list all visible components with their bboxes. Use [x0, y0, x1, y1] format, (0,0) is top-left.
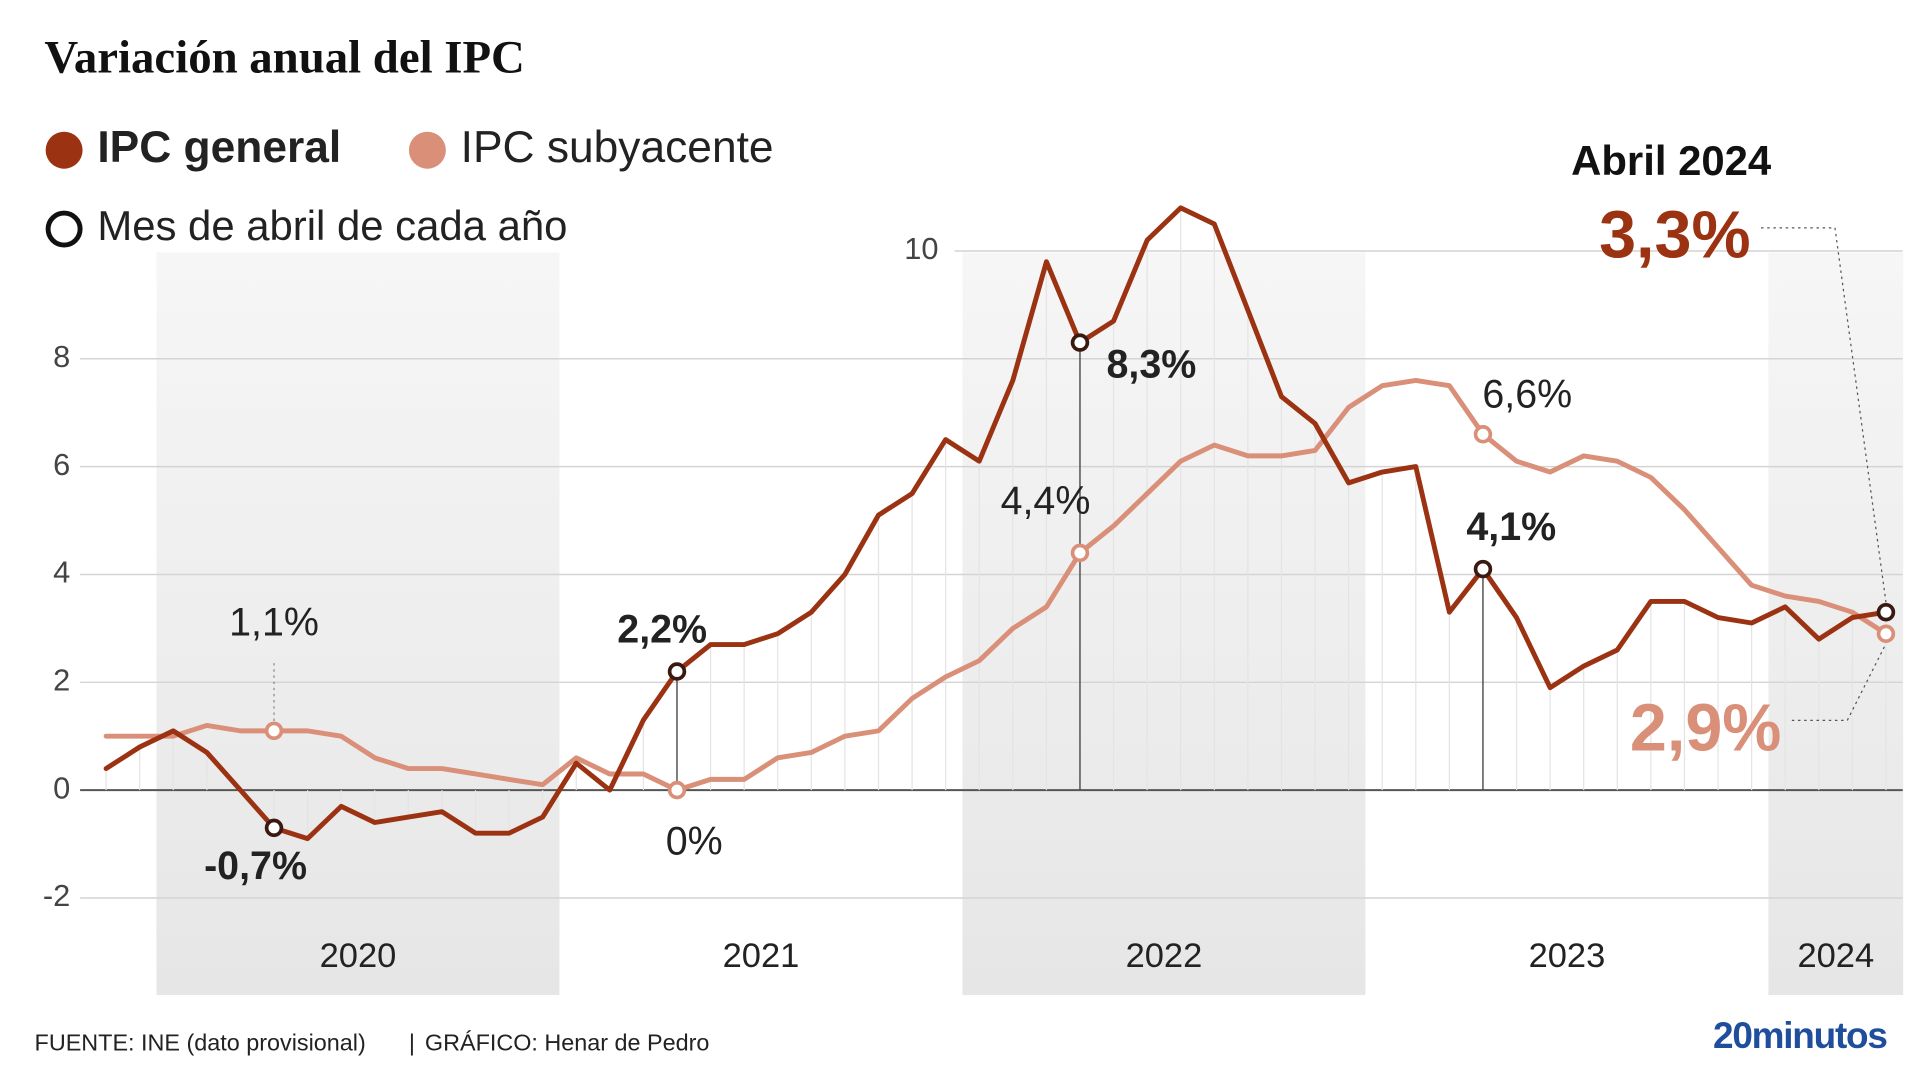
year-label: 2021	[723, 937, 800, 975]
april-marker	[1070, 333, 1090, 352]
highlight-label: 3,3%	[1599, 199, 1751, 273]
legend-label: IPC general	[97, 123, 341, 172]
y-tick-label: 10	[904, 231, 938, 266]
y-tick-label: 0	[53, 770, 70, 805]
value-label: 1,1%	[229, 600, 319, 644]
separator: |	[409, 1029, 415, 1055]
legend-marker	[45, 210, 83, 248]
april-marker	[667, 662, 687, 681]
highlight-leader	[1791, 643, 1887, 722]
y-tick-label: -2	[43, 878, 70, 913]
year-band	[962, 252, 1366, 996]
year-label: 2022	[1126, 937, 1203, 975]
series-line	[103, 377, 1889, 793]
legend-label: IPC subyacente	[461, 123, 774, 172]
value-label: 8,3%	[1107, 343, 1197, 387]
y-tick-label: 6	[53, 447, 70, 482]
annotation: Abril 2024	[1571, 137, 1772, 184]
series-line	[103, 205, 1889, 842]
year-band	[156, 252, 560, 996]
value-label: 4,1%	[1466, 505, 1556, 549]
y-tick-label: 4	[53, 555, 70, 590]
april-marker	[1473, 559, 1493, 579]
value-label: 6,6%	[1482, 373, 1572, 417]
legend-label: Mes de abril de cada año	[97, 202, 567, 249]
april-marker	[1876, 602, 1896, 622]
y-tick-label: 8	[53, 339, 70, 374]
value-label: 2,2%	[617, 608, 707, 652]
year-label: 2023	[1529, 937, 1606, 975]
highlight-leader	[1761, 227, 1887, 603]
april-marker	[1070, 543, 1090, 563]
value-label: -0,7%	[204, 844, 307, 888]
legend-swatch	[408, 131, 446, 169]
april-marker	[667, 780, 687, 800]
april-marker	[1876, 624, 1896, 644]
value-label: 4,4%	[1001, 479, 1091, 523]
april-marker	[264, 721, 284, 741]
year-label: 2024	[1797, 937, 1874, 975]
source: FUENTE: INE (dato provisional)	[35, 1029, 366, 1055]
year-label: 2020	[320, 937, 397, 975]
year-band	[1768, 252, 1904, 996]
credit: GRÁFICO: Henar de Pedro	[425, 1029, 710, 1055]
legend-swatch	[45, 131, 83, 169]
april-marker	[264, 818, 284, 838]
chart-title: Variación anual del IPC	[44, 31, 524, 83]
value-label: 0%	[666, 820, 723, 864]
april-marker	[1473, 425, 1493, 444]
logo: 20minutos	[1713, 1015, 1887, 1056]
highlight-label: 2,9%	[1630, 691, 1782, 765]
y-tick-label: 2	[53, 662, 70, 697]
